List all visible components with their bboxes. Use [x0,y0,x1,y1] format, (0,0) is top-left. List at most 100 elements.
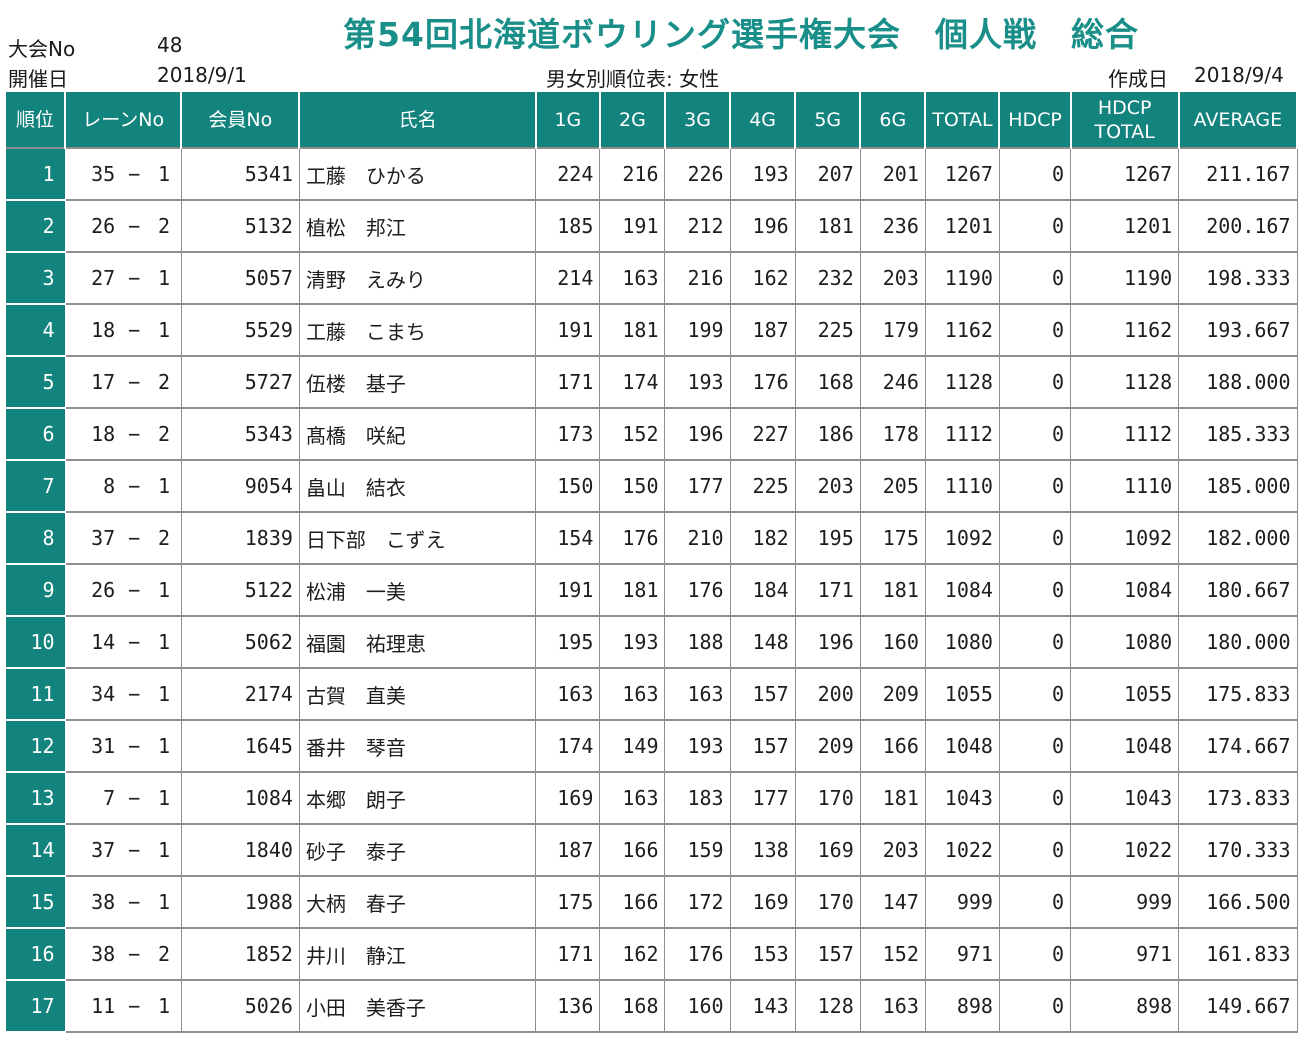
game3-cell: 188 [664,615,731,669]
name-cell: 伍楼 基子 [298,355,537,409]
lane-no-cell: 2 [147,199,182,253]
total-cell: 1084 [924,563,1000,617]
game2-cell: 176 [599,511,666,565]
total-cell: 971 [924,927,1000,981]
average-cell: 198.333 [1178,251,1298,305]
game3-cell: 160 [664,979,731,1033]
member-no-cell: 5062 [180,615,300,669]
lane-separator: − [121,407,148,461]
game2-cell: 174 [599,355,666,409]
game5-cell: 168 [794,355,861,409]
lane-cell: 8 [64,459,122,513]
game6-cell: 201 [859,147,926,201]
name-cell: 本郷 朗子 [298,771,537,825]
lane-cell: 31 [64,719,122,773]
col-name: 氏名 [298,92,537,148]
game2-cell: 168 [599,979,666,1033]
total-cell: 1128 [924,355,1000,409]
lane-cell: 38 [64,875,122,929]
game5-cell: 203 [794,459,861,513]
game4-cell: 157 [729,719,796,773]
lane-no-cell: 1 [147,147,182,201]
total-cell: 1022 [924,823,1000,877]
game1-cell: 174 [535,719,601,773]
name-cell: 番井 琴音 [298,719,537,773]
col-hdcp-total: HDCP TOTAL [1069,92,1180,148]
lane-separator: − [121,251,148,305]
game6-cell: 178 [859,407,926,461]
table-row: 1 35−1 5341 工藤 ひかる 224 216 226 193 207 201 1267 0 12… [4,147,1298,201]
game5-cell: 181 [794,199,861,253]
name-cell: 清野 えみり [298,251,537,305]
lane-separator: − [121,615,148,669]
game5-cell: 200 [794,667,861,721]
game1-cell: 214 [535,251,601,305]
hdcp-total-cell: 1110 [1070,459,1180,513]
game4-cell: 227 [729,407,796,461]
game5-cell: 186 [794,407,861,461]
lane-cell: 26 [64,563,122,617]
hdcp-cell: 0 [998,771,1072,825]
col-g1: 1G [534,92,601,148]
lane-cell: 37 [64,511,122,565]
game5-cell: 207 [794,147,861,201]
game2-cell: 162 [599,927,666,981]
game4-cell: 182 [729,511,796,565]
hdcp-total-cell: 898 [1070,979,1180,1033]
game6-cell: 236 [859,199,926,253]
game1-cell: 171 [535,355,601,409]
lane-no-cell: 1 [147,303,182,357]
hdcp-cell: 0 [998,251,1072,305]
hdcp-total-cell: 971 [1070,927,1180,981]
game4-cell: 177 [729,771,796,825]
game6-cell: 163 [859,979,926,1033]
average-cell: 161.833 [1178,927,1298,981]
name-cell: 古賀 直美 [298,667,537,721]
game4-cell: 176 [729,355,796,409]
game6-cell: 203 [859,823,926,877]
game4-cell: 157 [729,667,796,721]
total-cell: 1201 [924,199,1000,253]
lane-cell: 35 [64,147,122,201]
rank-cell: 1 [4,147,66,201]
average-cell: 188.000 [1178,355,1298,409]
rank-cell: 10 [4,615,66,669]
average-cell: 173.833 [1178,771,1298,825]
game6-cell: 181 [859,563,926,617]
member-no-cell: 5132 [180,199,300,253]
game4-cell: 225 [729,459,796,513]
tournament-no: 48 [157,33,183,57]
game3-cell: 163 [664,667,731,721]
member-no-cell: 1645 [180,719,300,773]
average-cell: 149.667 [1178,979,1298,1033]
game2-cell: 150 [599,459,666,513]
name-cell: 畠山 結衣 [298,459,537,513]
col-total: TOTAL [924,92,1001,148]
average-cell: 170.333 [1178,823,1298,877]
col-rank: 順位 [3,92,67,148]
hdcp-total-cell: 1048 [1070,719,1180,773]
game4-cell: 153 [729,927,796,981]
rank-cell: 17 [4,979,66,1033]
lane-no-cell: 2 [147,355,182,409]
hdcp-cell: 0 [998,719,1072,773]
lane-separator: − [121,927,148,981]
member-no-cell: 2174 [180,667,300,721]
lane-cell: 18 [64,407,122,461]
lane-separator: − [121,199,148,253]
table-row: 17 11−1 5026 小田 美香子 136 168 160 143 128 163 898 0 89… [4,979,1298,1033]
game6-cell: 152 [859,927,926,981]
lane-no-cell: 1 [147,771,182,825]
game3-cell: 177 [664,459,731,513]
game5-cell: 225 [794,303,861,357]
table-row: 3 27−1 5057 清野 えみり 214 163 216 162 232 203 1190 0 11… [4,251,1298,305]
member-no-cell: 5057 [180,251,300,305]
table-row: 16 38−2 1852 井川 静江 171 162 176 153 157 152 971 0 971… [4,927,1298,981]
lane-separator: − [121,771,148,825]
event-date: 2018/9/1 [157,63,247,87]
member-no-cell: 5727 [180,355,300,409]
average-cell: 182.000 [1178,511,1298,565]
col-member: 会員No [180,92,301,148]
game1-cell: 175 [535,875,601,929]
game6-cell: 205 [859,459,926,513]
